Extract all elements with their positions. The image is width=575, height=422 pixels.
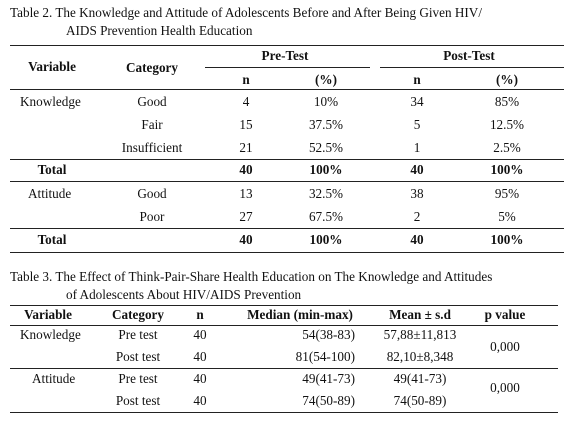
table2-row3-variable: Total (37, 162, 67, 177)
table2-row3-pre-n: 40 (239, 162, 253, 177)
table3-caption-line1: Table 3. The Effect of Think-Pair-Share … (10, 269, 493, 284)
table2-row1-category: Fair (141, 117, 163, 132)
table2-row6-post-pct: 100% (490, 232, 524, 247)
table3-row3-category: Post test (115, 393, 161, 408)
table3-row3-median: 74(50-89) (302, 393, 355, 408)
table2-row1-post-pct: 12.5% (489, 117, 525, 132)
table3-header-rule (10, 325, 558, 326)
table3-top-rule (10, 305, 558, 306)
table3-header-variable: Variable (24, 307, 72, 322)
table2-row1-pre-n: 15 (239, 117, 253, 132)
table3-header-category: Category (112, 307, 164, 322)
table2-caption: Table 2. The Knowledge and Attitude of A… (10, 4, 482, 40)
table2-row0-pre-pct: 10% (313, 94, 339, 109)
table3-row2-n: 40 (193, 371, 207, 386)
table3-header-p: p value (484, 307, 526, 322)
table2-row6-post-n: 40 (410, 232, 424, 247)
table3-row0-category: Pre test (118, 327, 158, 342)
table2-row6-pre-n: 40 (239, 232, 253, 247)
table2-row2-post-n: 1 (413, 140, 421, 155)
table3-p-value-knowledge: 0,000 (490, 339, 520, 354)
table2-header-pre: Pre-Test (261, 48, 309, 63)
table3-row1-mean: 82,10±8,348 (386, 349, 454, 364)
table3-row2-category: Pre test (118, 371, 158, 386)
table2-row6-variable: Total (37, 232, 67, 247)
table2-caption-line1: Table 2. The Knowledge and Attitude of A… (10, 5, 482, 20)
table3-bottom-rule (10, 412, 558, 413)
table3-caption-line2: of Adolescents About HIV/AIDS Prevention (66, 287, 302, 302)
table2-row0-post-pct: 85% (494, 94, 520, 109)
table2-row5-pre-pct: 67.5% (308, 209, 344, 224)
table2-row1-pre-pct: 37.5% (308, 117, 344, 132)
table2-rule-after-total1 (10, 181, 564, 182)
table2-row3-post-pct: 100% (490, 162, 524, 177)
table2-row1-post-n: 5 (413, 117, 421, 132)
table3-header-n: n (196, 307, 204, 322)
table2-row3-pre-pct: 100% (309, 162, 343, 177)
table2-rule-before-total2 (10, 228, 564, 229)
table2-row3-post-n: 40 (410, 162, 424, 177)
table2-row2-pre-pct: 52.5% (308, 140, 344, 155)
table2-sub-rule-post (380, 67, 564, 68)
table2-header-variable: Variable (28, 59, 76, 74)
table2-bottom-rule (10, 252, 564, 253)
table2-row4-post-n: 38 (410, 186, 424, 201)
table2-rule-before-total1 (10, 159, 564, 160)
table2-header-post: Post-Test (443, 48, 495, 63)
table2-row4-pre-pct: 32.5% (308, 186, 344, 201)
table3-header-mean: Mean ± s.d (389, 307, 451, 322)
table3-row1-category: Post test (115, 349, 161, 364)
table2-header-rule (10, 89, 564, 90)
table2-row6-pre-pct: 100% (309, 232, 343, 247)
table3-row0-median: 54(38-83) (302, 327, 355, 342)
table3-row0-mean: 57,88±11,813 (383, 327, 457, 342)
table3-mid-rule (10, 368, 558, 369)
table2-row0-post-n: 34 (410, 94, 424, 109)
table2-row5-post-n: 2 (413, 209, 421, 224)
table3-row0-n: 40 (193, 327, 207, 342)
table2-row4-variable: Attitude (28, 186, 72, 201)
table3-p-value-attitude: 0,000 (490, 380, 520, 395)
table3-header-median: Median (min-max) (247, 307, 353, 322)
table3-caption: Table 3. The Effect of Think-Pair-Share … (10, 268, 492, 304)
table2-header-pre-pct: (%) (315, 72, 337, 87)
table2-row4-pre-n: 13 (239, 186, 253, 201)
table2-header-post-pct: (%) (496, 72, 518, 87)
table2-row5-post-pct: 5% (498, 209, 516, 224)
table2-row2-post-pct: 2.5% (493, 140, 521, 155)
table2-row4-post-pct: 95% (494, 186, 520, 201)
table3-row1-median: 81(54-100) (295, 349, 355, 364)
table2-row5-category: Poor (139, 209, 165, 224)
table3-row2-median: 49(41-73) (302, 371, 355, 386)
table3-row2-mean: 49(41-73) (393, 371, 447, 386)
table3-row0-variable: Knowledge (20, 327, 81, 342)
table2-row0-variable: Knowledge (20, 94, 81, 109)
table2-header-post-n: n (413, 72, 421, 87)
table3-row1-n: 40 (193, 349, 207, 364)
table2-row0-pre-n: 4 (242, 94, 250, 109)
table2-top-rule (10, 45, 564, 46)
table2-row0-category: Good (137, 94, 167, 109)
table2-row2-category: Insufficient (121, 140, 183, 155)
table3-row2-variable: Attitude (32, 371, 76, 386)
table2-header-category: Category (126, 60, 178, 75)
table3-row3-n: 40 (193, 393, 207, 408)
table2-row4-category: Good (137, 186, 167, 201)
table2-row5-pre-n: 27 (239, 209, 253, 224)
table2-sub-rule-pre (205, 67, 370, 68)
table2-row2-pre-n: 21 (239, 140, 253, 155)
table2-caption-line2: AIDS Prevention Health Education (66, 23, 253, 38)
table2-header-pre-n: n (242, 72, 250, 87)
table3-row3-mean: 74(50-89) (393, 393, 447, 408)
